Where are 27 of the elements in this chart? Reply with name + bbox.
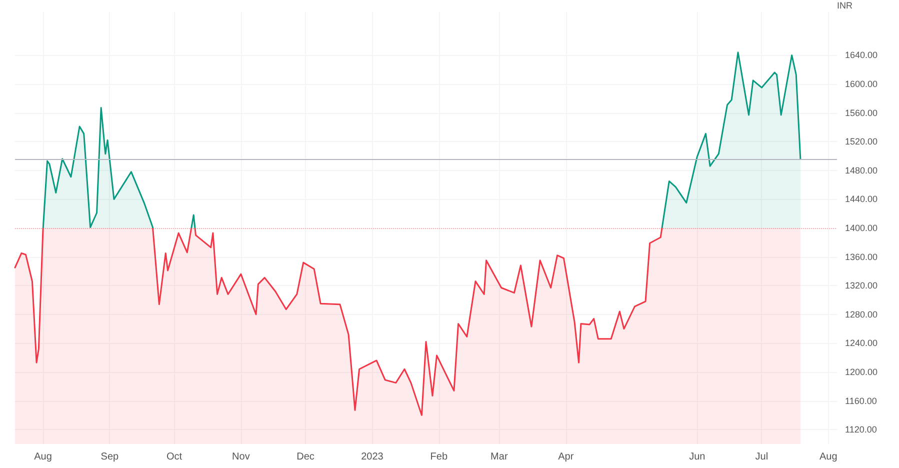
x-tick-label: Nov <box>232 452 250 462</box>
x-tick-label: Oct <box>166 452 182 462</box>
y-tick-label: 1200.00 <box>845 367 878 377</box>
x-tick-label: Feb <box>430 452 448 462</box>
x-tick-label: Dec <box>296 452 314 462</box>
y-tick-label: 1600.00 <box>845 79 878 89</box>
y-tick-label: 1440.00 <box>845 194 878 204</box>
y-tick-label: 1280.00 <box>845 309 878 320</box>
x-tick-label: 2023 <box>361 452 384 462</box>
y-tick-label: 1360.00 <box>845 252 878 262</box>
y-tick-label: 1640.00 <box>845 50 878 60</box>
y-tick-label: 1400.00 <box>845 223 878 233</box>
y-tick-label: 1240.00 <box>845 338 878 348</box>
y-tick-label: 1480.00 <box>845 165 878 176</box>
x-tick-label: Aug <box>34 452 52 462</box>
x-tick-label: Jul <box>755 452 768 462</box>
x-tick-label: Jun <box>689 452 706 462</box>
y-axis-title: INR <box>837 0 853 10</box>
y-tick-label: 1120.00 <box>845 424 877 435</box>
y-tick-label: 1560.00 <box>845 108 878 118</box>
x-tick-label: Sep <box>100 452 120 462</box>
x-tick-label: Aug <box>819 452 838 462</box>
y-tick-label: 1320.00 <box>845 280 878 291</box>
x-tick-label: Mar <box>490 452 508 462</box>
y-tick-label: 1160.00 <box>845 396 877 406</box>
x-tick-label: Apr <box>558 452 574 462</box>
y-tick-label: 1520.00 <box>845 136 878 147</box>
